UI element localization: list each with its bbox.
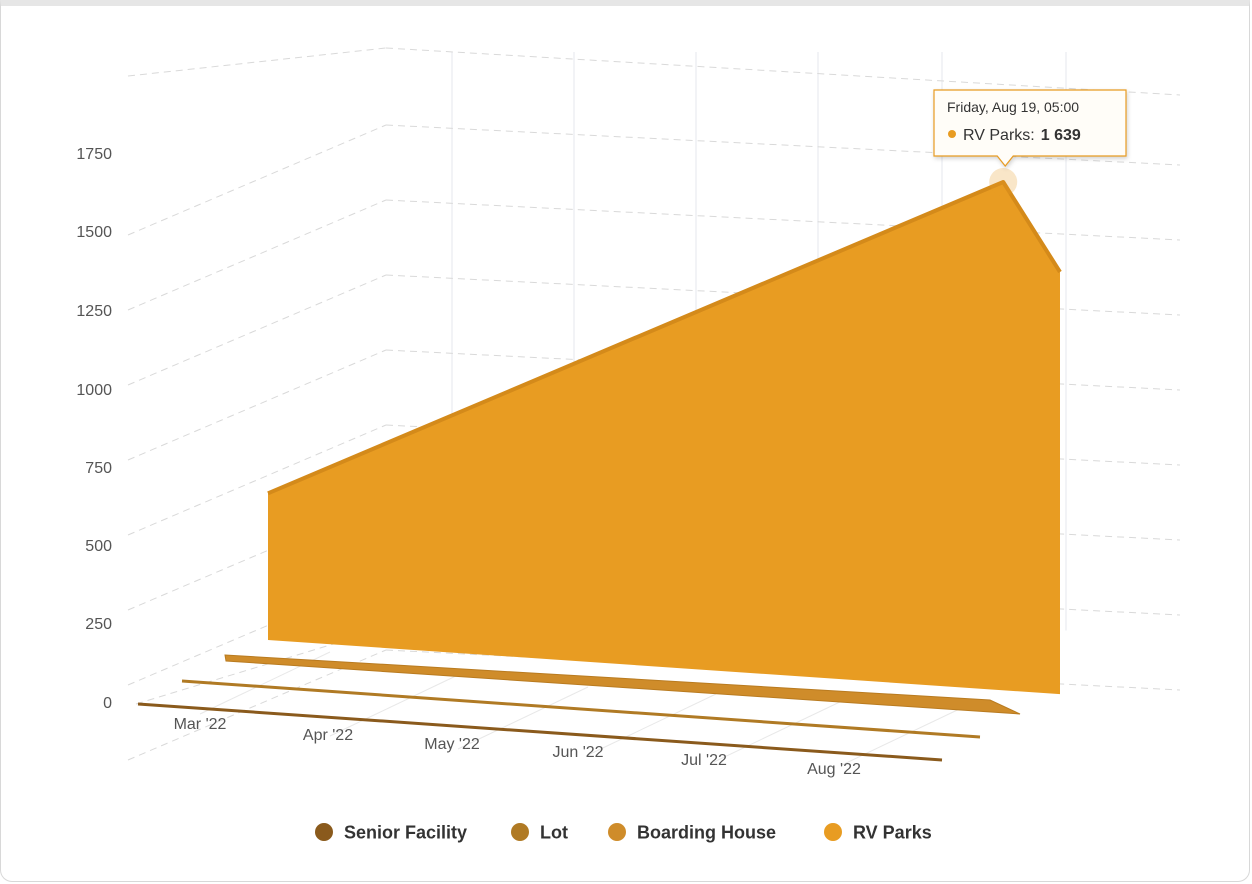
grid-side-line — [127, 349, 387, 461]
series-senior-facility[interactable] — [137, 702, 943, 762]
legend-label: Boarding House — [637, 823, 776, 843]
y-tick-label: 0 — [103, 695, 112, 712]
series-rv-parks-edge — [267, 180, 1062, 496]
hover-halo — [989, 168, 1018, 197]
legend-item[interactable]: Lot — [511, 823, 568, 843]
grid-back-line — [385, 124, 1181, 166]
tooltip-series-name: RV Parks — [963, 127, 1030, 144]
grid-floor-line — [713, 699, 845, 763]
series-lot[interactable] — [181, 679, 981, 739]
legend-marker — [511, 823, 529, 841]
y-axis-ticks: 0 250 500 750 1000 1250 1500 1750 — [76, 146, 112, 712]
x-tick-label: Aug '22 — [807, 761, 861, 778]
legend-item[interactable]: Senior Facility — [315, 823, 467, 843]
legend-label: Senior Facility — [344, 823, 467, 843]
legend-label: Lot — [540, 823, 568, 843]
grid-floor-line — [457, 686, 589, 750]
y-tick-label: 1250 — [76, 303, 112, 320]
x-axis-ticks: Mar '22 Apr '22 May '22 Jun '22 Jul '22 Aug '… — [174, 716, 861, 778]
grid-side-line — [127, 47, 387, 77]
tooltip-value: 1 639 — [1041, 127, 1081, 144]
grid-side-line — [127, 424, 387, 536]
tooltip: Friday, Aug 19, 05:00 RV Parks: 1 639 — [933, 89, 1127, 167]
y-tick-label: 750 — [85, 460, 112, 477]
legend-item[interactable]: Boarding House — [608, 823, 776, 843]
y-tick-label: 500 — [85, 538, 112, 555]
series-rv-parks[interactable] — [268, 182, 1060, 695]
y-tick-label: 250 — [85, 616, 112, 633]
y-tick-label: 1500 — [76, 224, 112, 241]
y-tick-label: 1750 — [76, 146, 112, 163]
series-layer — [137, 168, 1062, 762]
x-tick-label: Mar '22 — [174, 716, 227, 733]
x-tick-label: Apr '22 — [303, 727, 353, 744]
legend: Senior Facility Lot Boarding House RV Parks — [315, 823, 932, 843]
legend-marker — [824, 823, 842, 841]
tooltip-series-dot — [948, 130, 956, 138]
tooltip-date: Friday, Aug 19, 05:00 — [947, 99, 1079, 115]
tooltip-separator: : — [1030, 127, 1034, 144]
tooltip-box — [933, 89, 1127, 167]
grid-floor-line — [329, 673, 461, 737]
series-boarding-house[interactable] — [224, 654, 1021, 715]
grid-floor-line — [585, 693, 717, 757]
x-tick-label: Jul '22 — [681, 752, 727, 769]
legend-item[interactable]: RV Parks — [824, 823, 932, 843]
grid-back-line — [385, 199, 1181, 241]
legend-marker — [315, 823, 333, 841]
grid-side-line — [127, 274, 387, 386]
y-tick-label: 1000 — [76, 382, 112, 399]
x-tick-label: Jun '22 — [552, 744, 603, 761]
legend-marker — [608, 823, 626, 841]
legend-label: RV Parks — [853, 823, 932, 843]
grid-side-line — [127, 199, 387, 311]
grid-side-line — [127, 124, 387, 236]
grid-back-line — [385, 47, 1181, 96]
x-tick-label: May '22 — [424, 736, 480, 753]
tooltip-series-line: RV Parks: 1 639 — [963, 127, 1081, 144]
